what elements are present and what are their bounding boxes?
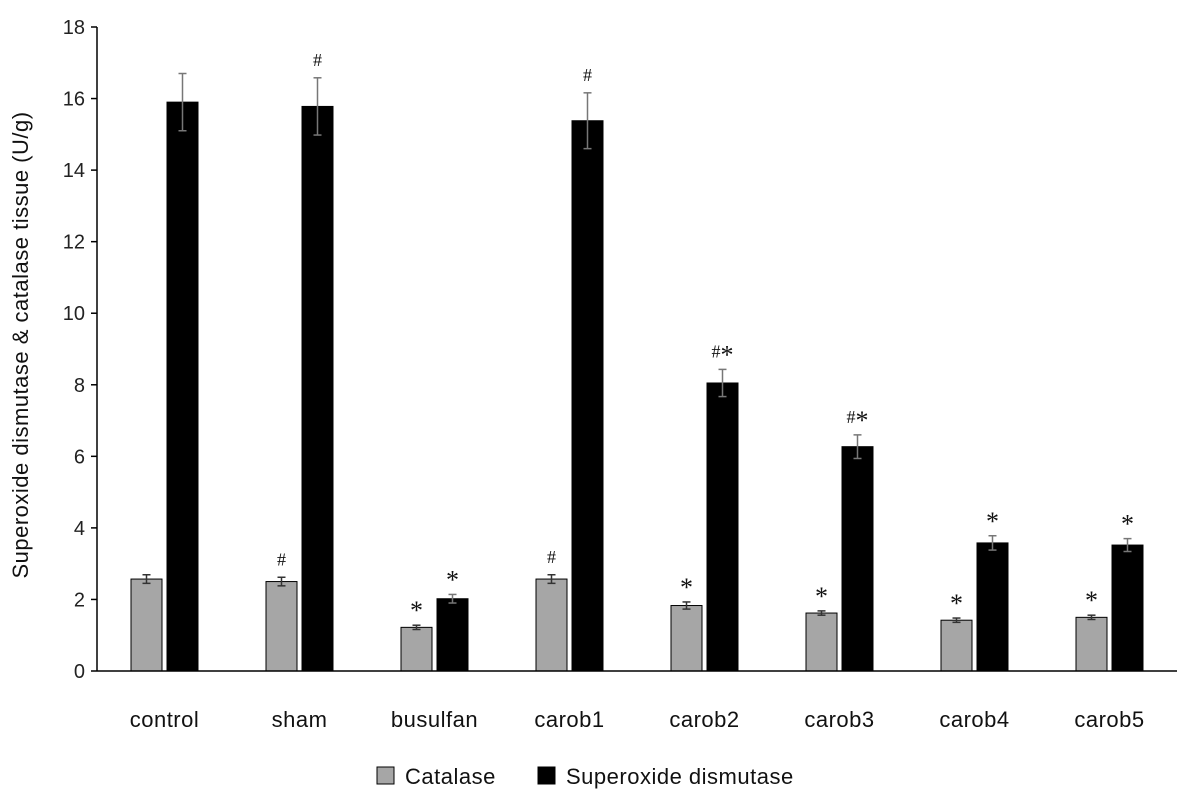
legend: Catalase Superoxide dismutase [376, 764, 794, 789]
bar [301, 105, 334, 672]
significance-mark: * [410, 596, 423, 625]
x-tick-label: carob5 [1074, 707, 1144, 732]
significance-mark: * [815, 582, 828, 611]
y-tick-label: 0 [74, 661, 85, 683]
y-tick-label: 12 [63, 232, 85, 254]
x-tick-label: carob4 [939, 707, 1009, 732]
bars [130, 101, 1144, 672]
bar [535, 578, 568, 672]
bar [265, 581, 298, 672]
y-tick-label: 18 [63, 17, 85, 39]
y-tick-label: 8 [74, 375, 85, 397]
significance-mark: # [313, 50, 322, 70]
y-tick-label: 4 [74, 518, 85, 540]
bar [130, 578, 163, 672]
y-tick-label: 16 [63, 89, 85, 111]
x-tick-label: sham [272, 707, 328, 732]
bar [940, 619, 973, 672]
y-tick-label: 14 [63, 160, 85, 182]
significance-mark: # [583, 65, 592, 85]
bar [670, 605, 703, 672]
legend-swatch [537, 766, 556, 785]
significance-mark: # [547, 547, 556, 567]
error-bars [142, 72, 1132, 631]
significance-mark: * [986, 507, 999, 536]
bar [1111, 544, 1144, 672]
x-tick-label: control [130, 707, 200, 732]
x-axis-category-labels: control sham busulfan carob1 carob2 carob3 car… [130, 707, 1144, 732]
y-tick-label: 6 [74, 446, 85, 468]
bar [976, 542, 1009, 672]
bar [166, 101, 199, 672]
y-tick-label: 10 [63, 303, 85, 325]
x-tick-label: busulfan [391, 707, 478, 732]
legend-label: Catalase [405, 764, 496, 789]
significance-mark: #* [712, 340, 734, 369]
bar [400, 626, 433, 672]
x-tick-label: carob1 [534, 707, 604, 732]
legend-label: Superoxide dismutase [566, 764, 794, 789]
significance-mark: * [950, 589, 963, 618]
bar [571, 120, 604, 672]
y-axis-label: Superoxide dismutase & catalase tissue (… [8, 111, 33, 578]
y-tick-label: 2 [74, 589, 85, 611]
significance-mark: #* [847, 406, 869, 435]
bar [841, 446, 874, 672]
bar [706, 382, 739, 672]
x-tick-label: carob2 [669, 707, 739, 732]
significance-mark: * [446, 565, 459, 594]
bar [1075, 616, 1108, 672]
legend-swatch [376, 766, 395, 785]
bar [436, 598, 469, 672]
y-axis-ticks: 0 2 4 6 8 10 12 14 16 18 [63, 17, 97, 683]
significance-annotations: ##**##*#**#***** [277, 50, 1134, 625]
significance-mark: * [1085, 586, 1098, 615]
bar [805, 612, 838, 672]
x-tick-label: carob3 [804, 707, 874, 732]
significance-mark: # [277, 549, 286, 569]
significance-mark: * [1121, 510, 1134, 539]
significance-mark: * [680, 573, 693, 602]
